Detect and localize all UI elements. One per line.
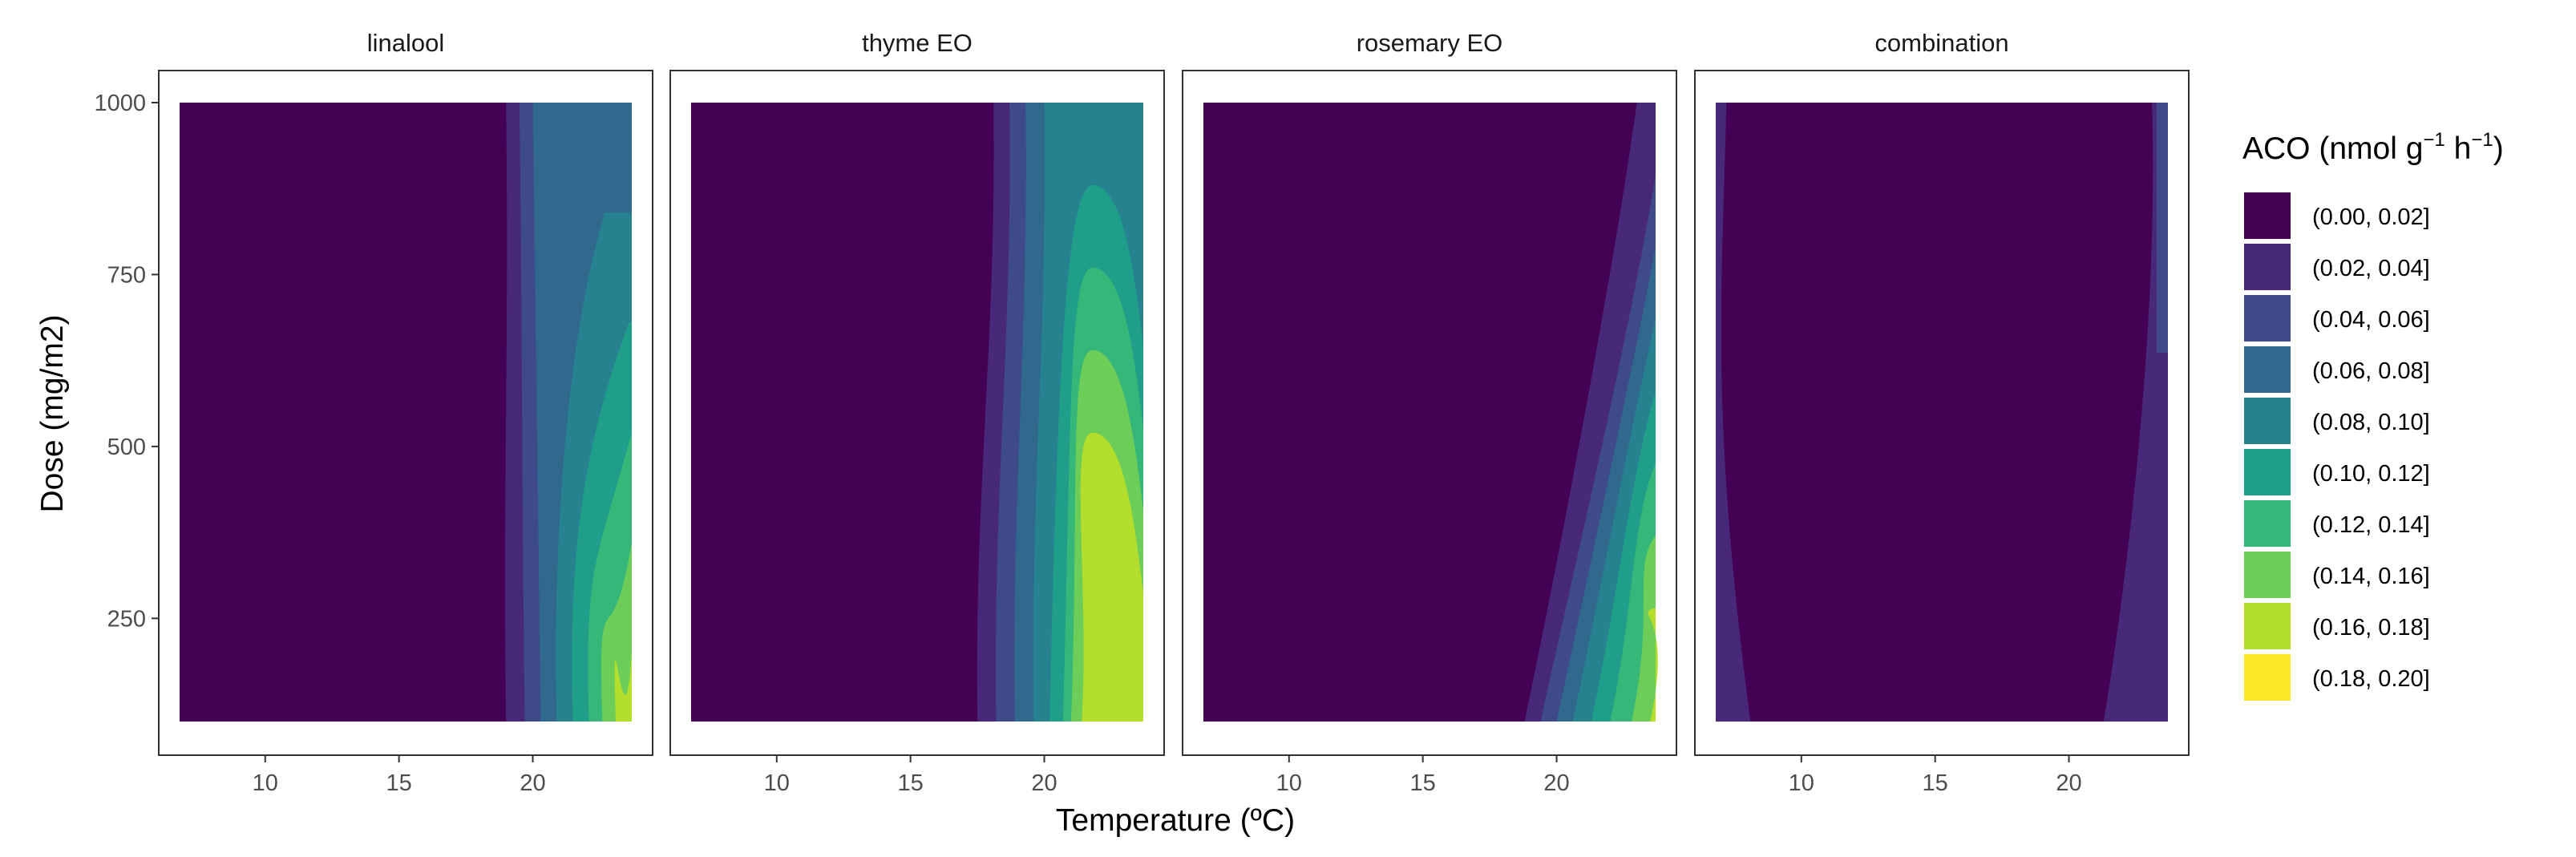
x-tick-label: 20 xyxy=(2056,770,2081,796)
legend-label: (0.18, 0.20] xyxy=(2312,666,2430,692)
x-tick-label: 20 xyxy=(1031,770,1057,796)
y-tick-label: 750 xyxy=(107,262,146,288)
legend-label: (0.02, 0.04] xyxy=(2312,256,2430,281)
facet-strip xyxy=(1183,16,1676,71)
x-tick-label: 15 xyxy=(1923,770,1948,796)
y-tick-label: 250 xyxy=(107,606,146,632)
contour-band-base xyxy=(1716,103,2168,722)
y-tick-label: 500 xyxy=(107,435,146,460)
facet-panel-2: rosemary EO 10 15 20 xyxy=(1182,16,1677,796)
x-tick-label: 10 xyxy=(1789,770,1814,796)
facet-title: linalool xyxy=(367,29,445,57)
legend-label: (0.00, 0.02] xyxy=(2312,204,2430,230)
contour-band xyxy=(1631,536,1656,722)
y-tick-label: 1000 xyxy=(94,91,146,116)
x-tick-label: 10 xyxy=(1276,770,1302,796)
facet-panel-0: linalool 10 15 20 xyxy=(158,16,653,796)
legend-key xyxy=(2244,500,2291,547)
legend-label: (0.16, 0.18] xyxy=(2312,615,2430,641)
x-axis-title: Temperature (ºC) xyxy=(1056,803,1295,838)
legend-key xyxy=(2244,398,2291,444)
legend-label: (0.04, 0.06] xyxy=(2312,307,2430,333)
contour-band xyxy=(1080,432,1143,722)
legend-key xyxy=(2244,449,2291,495)
legend-key xyxy=(2244,295,2291,342)
legend-label: (0.06, 0.08] xyxy=(2312,358,2430,384)
contour-band xyxy=(601,542,632,722)
facet-title: rosemary EO xyxy=(1357,29,1503,57)
legend-title-part: −1 xyxy=(2471,129,2493,151)
y-axis-title: Dose (mg/m2) xyxy=(35,314,70,512)
contour-band xyxy=(614,653,632,722)
legend-label: (0.12, 0.14] xyxy=(2312,512,2430,538)
facet-strip xyxy=(1695,16,2189,71)
legend-key xyxy=(2244,552,2291,598)
x-tick-label: 20 xyxy=(520,770,545,796)
facet-panel-1: thyme EO 10 15 20 xyxy=(669,16,1165,796)
x-tick-label: 15 xyxy=(1410,770,1436,796)
legend-label: (0.14, 0.16] xyxy=(2312,564,2430,589)
contour-band xyxy=(1648,608,1658,722)
legend-title-part: −1 xyxy=(2423,129,2445,151)
legend-title-part: h xyxy=(2445,131,2472,166)
legend-key xyxy=(2244,192,2291,239)
x-tick-label: 10 xyxy=(253,770,278,796)
contour-band xyxy=(2157,103,2168,353)
legend: ACO (nmol g−1 h−1)(0.00, 0.02](0.02, 0.0… xyxy=(2242,129,2504,701)
legend-key xyxy=(2244,244,2291,290)
legend-label: (0.10, 0.12] xyxy=(2312,461,2430,487)
legend-title: ACO (nmol g−1 h−1) xyxy=(2242,129,2504,166)
x-tick-label: 10 xyxy=(764,770,790,796)
facet-title: thyme EO xyxy=(862,29,973,57)
facet-strip xyxy=(670,16,1164,71)
contour-band xyxy=(2103,103,2168,722)
x-tick-label: 20 xyxy=(1543,770,1569,796)
facet-strip xyxy=(159,16,653,71)
contour-band xyxy=(1716,103,1751,722)
legend-label: (0.08, 0.10] xyxy=(2312,410,2430,435)
legend-key xyxy=(2244,654,2291,701)
legend-key xyxy=(2244,603,2291,649)
legend-key xyxy=(2244,346,2291,393)
legend-title-part: ACO (nmol g xyxy=(2242,131,2423,166)
x-tick-label: 15 xyxy=(386,770,412,796)
legend-title-part: ) xyxy=(2493,131,2504,166)
facet-panel-3: combination 10 15 20 xyxy=(1694,16,2190,796)
facet-title: combination xyxy=(1874,29,2008,57)
x-tick-label: 15 xyxy=(898,770,924,796)
